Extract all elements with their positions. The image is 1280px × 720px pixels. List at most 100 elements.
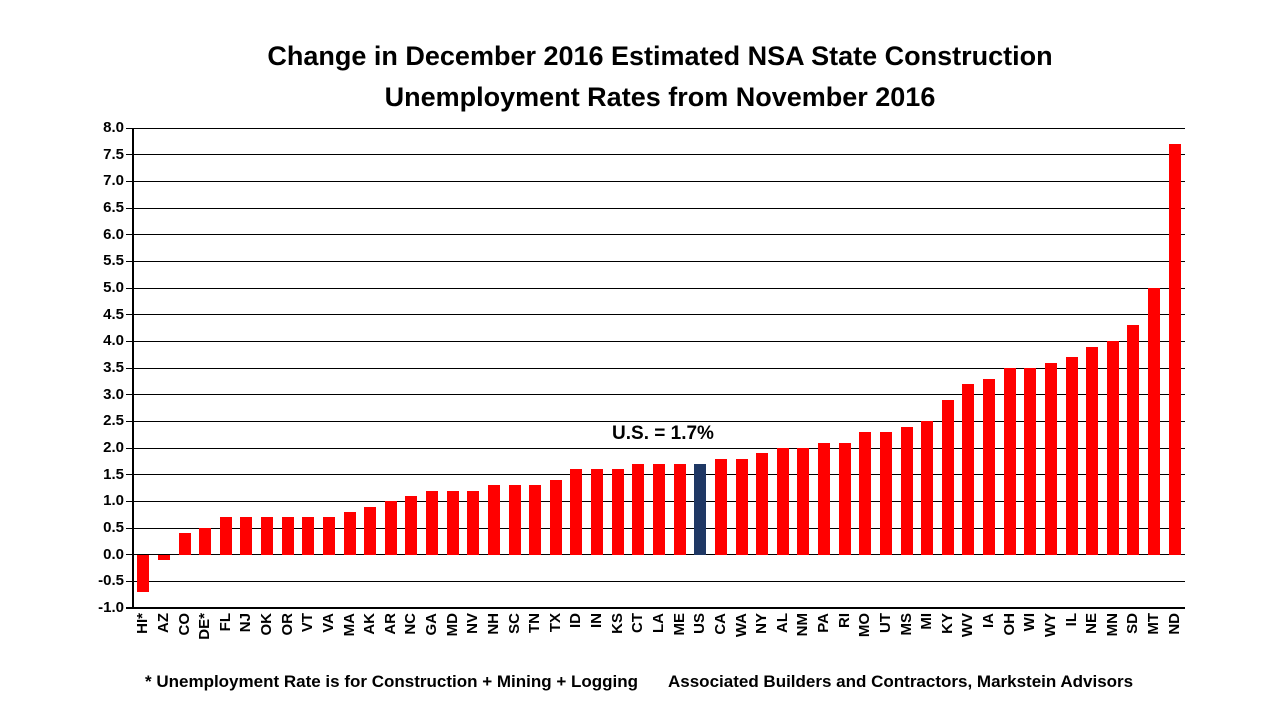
x-axis-label-HI*: HI* [134, 613, 152, 634]
x-axis-label-AR: AR [381, 613, 399, 635]
bar-UT [879, 432, 892, 555]
x-axis-label-OR: OR [278, 613, 296, 636]
x-axis-label-MA: MA [340, 613, 358, 637]
bar-CO [178, 533, 191, 555]
bar-FL [219, 517, 232, 555]
bar-MD [446, 490, 459, 555]
x-axis-label-CO: CO [175, 613, 193, 636]
x-axis-label-KY: KY [938, 613, 956, 634]
gridline [126, 260, 1185, 262]
bar-CA [714, 458, 727, 555]
bar-AR [384, 501, 397, 555]
x-axis-label-WV: WV [959, 613, 977, 638]
y-axis-tick-label: 6.5 [103, 199, 124, 216]
y-axis-tick-label: 0.0 [103, 545, 124, 563]
bar-WA [735, 458, 748, 555]
x-axis-label-OK: OK [258, 613, 276, 636]
bar-ID [570, 469, 583, 555]
bar-LA [653, 464, 665, 555]
y-axis-tick-label: 7.5 [103, 145, 124, 163]
x-axis-label-SD: SD [1124, 613, 1142, 634]
y-axis-tick-label: 2.0 [103, 439, 124, 456]
x-axis-label-NY: NY [753, 613, 771, 634]
gridline [126, 580, 1185, 582]
y-axis-tick-label: 6.0 [103, 225, 124, 243]
bar-NY [756, 453, 769, 555]
y-axis-tick-label: 0.5 [103, 519, 124, 536]
x-axis-label-OH: OH [1000, 613, 1018, 636]
x-axis-label-MD: MD [443, 613, 461, 637]
gridline [126, 447, 1185, 449]
chart-title: Change in December 2016 Estimated NSA St… [120, 36, 1200, 118]
x-axis-label-CT: CT [629, 613, 647, 633]
y-axis-tick-label: 1.0 [103, 492, 124, 510]
x-axis-label-SC: SC [505, 613, 523, 634]
bar-OR [281, 517, 294, 555]
bar-MI [921, 421, 934, 555]
x-axis-label-IL: IL [1062, 613, 1080, 627]
y-axis-tick-label: 4.5 [103, 305, 124, 323]
gridline [126, 207, 1185, 209]
y-axis-tick-label: 1.5 [103, 465, 124, 483]
gridline [126, 287, 1185, 289]
bar-IA [983, 378, 996, 555]
y-axis-tick-label: 2.5 [103, 412, 124, 430]
bar-MO [859, 432, 872, 555]
bar-HI* [137, 554, 150, 592]
bar-NE [1086, 346, 1099, 555]
bar-KY [941, 400, 954, 555]
bar-ND [1168, 144, 1181, 555]
bar-SD [1127, 325, 1140, 555]
bar-AZ [157, 554, 170, 560]
x-axis-label-NE: NE [1083, 613, 1101, 634]
bar-NV [467, 490, 480, 555]
bar-MN [1106, 341, 1119, 555]
x-axis-label-NV: NV [464, 613, 482, 634]
chart-title-line2: Unemployment Rates from November 2016 [384, 82, 936, 112]
x-axis-label-NC: NC [402, 613, 420, 635]
x-axis-label-PA: PA [815, 613, 833, 633]
bar-NJ [240, 517, 253, 555]
source-credit: Associated Builders and Contractors, Mar… [668, 672, 1134, 691]
bar-VT [302, 517, 315, 555]
x-axis-label-IN: IN [588, 613, 606, 628]
x-axis-label-UT: UT [876, 613, 894, 633]
y-axis-line [132, 128, 134, 609]
x-axis-line [126, 607, 1185, 609]
y-axis-tick-label: -1.0 [98, 599, 124, 616]
bar-AL [776, 448, 789, 555]
y-axis-tick-label: 3.0 [103, 385, 124, 403]
bar-MA [343, 512, 356, 555]
gridline [126, 314, 1185, 316]
x-axis-label-NJ: NJ [237, 613, 255, 633]
x-axis-label-MT: MT [1145, 613, 1163, 635]
x-axis-label-GA: GA [423, 613, 441, 636]
x-axis-label-MN: MN [1103, 613, 1121, 637]
bar-NM [797, 448, 810, 555]
x-axis-label-AK: AK [361, 613, 379, 635]
bar-IL [1065, 357, 1078, 555]
bar-CT [632, 464, 645, 555]
chart-title-line1: Change in December 2016 Estimated NSA St… [267, 41, 1053, 71]
gridline [126, 554, 1185, 556]
x-axis-label-LA: LA [650, 613, 667, 633]
y-axis-tick-label: 5.5 [103, 252, 124, 270]
x-axis-label-NH: NH [484, 613, 502, 635]
x-axis-label-CA: CA [711, 613, 729, 635]
y-axis-tick-label: 8.0 [103, 119, 124, 136]
bar-RI [838, 442, 851, 555]
gridline [126, 127, 1185, 129]
bar-VA [322, 517, 335, 555]
y-axis-tick-label: 5.0 [103, 279, 124, 296]
footnote: * Unemployment Rate is for Construction … [145, 672, 639, 691]
bar-WY [1044, 362, 1057, 555]
gridline [126, 420, 1185, 422]
gridline [126, 180, 1185, 182]
bar-GA [426, 490, 439, 555]
y-axis-tick-label: 3.5 [103, 359, 124, 376]
y-axis-tick-label: 7.0 [103, 172, 124, 190]
x-axis-label-VT: VT [299, 613, 317, 633]
x-axis-label-US: US [691, 613, 709, 634]
x-axis-label-TX: TX [546, 613, 564, 633]
